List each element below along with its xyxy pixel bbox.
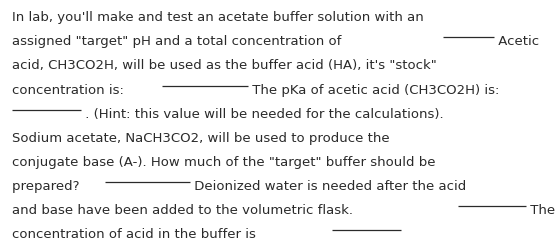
- Text: The pKa of acetic acid (CH3CO2H) is:: The pKa of acetic acid (CH3CO2H) is:: [248, 83, 499, 96]
- Text: Acetic: Acetic: [494, 35, 539, 48]
- Text: ________: ________: [333, 227, 386, 240]
- Text: ________: ________: [458, 203, 511, 216]
- Text: In lab, you'll make and test an acetate buffer solution with an: In lab, you'll make and test an acetate …: [12, 11, 424, 24]
- Text: concentration of acid in the buffer is: concentration of acid in the buffer is: [12, 227, 261, 240]
- Text: assigned "target" pH and a total concentration of: assigned "target" pH and a total concent…: [12, 35, 346, 48]
- Text: Deionized water is needed after the acid: Deionized water is needed after the acid: [190, 179, 466, 192]
- Text: and base have been added to the volumetric flask.: and base have been added to the volumetr…: [12, 203, 358, 216]
- Text: ________: ________: [12, 107, 65, 120]
- Text: __________: __________: [105, 179, 171, 192]
- Text: Sodium acetate, NaCH3CO2, will be used to produce the: Sodium acetate, NaCH3CO2, will be used t…: [12, 131, 390, 144]
- Text: The: The: [526, 203, 555, 216]
- Text: concentration is:: concentration is:: [12, 83, 128, 96]
- Text: __________: __________: [162, 83, 228, 96]
- Text: . (Hint: this value will be needed for the calculations).: . (Hint: this value will be needed for t…: [81, 107, 443, 120]
- Text: conjugate base (A-). How much of the "target" buffer should be: conjugate base (A-). How much of the "ta…: [12, 155, 436, 168]
- Text: prepared?: prepared?: [12, 179, 84, 192]
- Text: acid, CH3CO2H, will be used as the buffer acid (HA), it's "stock": acid, CH3CO2H, will be used as the buffe…: [12, 59, 437, 72]
- Text: ______: ______: [442, 35, 483, 48]
